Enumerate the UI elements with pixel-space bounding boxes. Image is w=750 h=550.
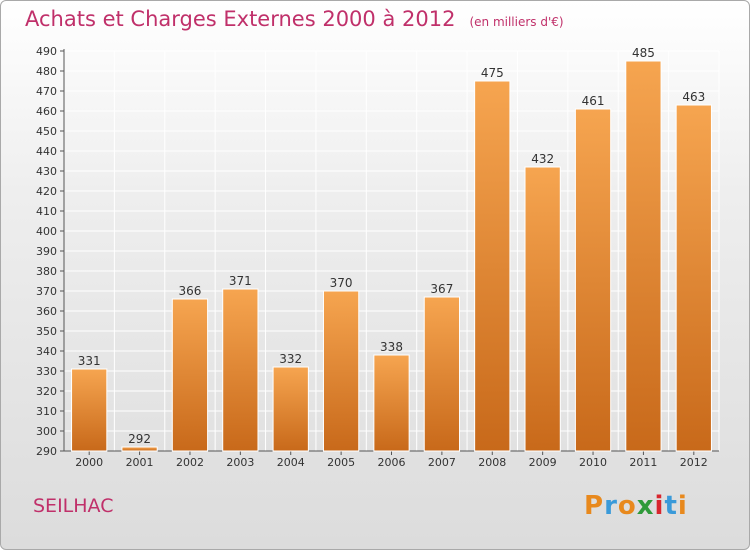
x-tick-label: 2008 [478, 456, 506, 469]
x-tick-label: 2006 [378, 456, 406, 469]
chart-title: Achats et Charges Externes 2000 à 2012 (e… [25, 7, 564, 31]
y-tick-label: 410 [36, 205, 57, 218]
y-tick-label: 420 [36, 185, 57, 198]
data-label: 338 [380, 340, 403, 354]
data-label: 463 [682, 90, 705, 104]
bar-2005 [322, 290, 360, 452]
logo-letter: x [636, 491, 655, 521]
bar-2006 [373, 354, 410, 452]
data-label: 367 [430, 282, 453, 296]
y-tick-label: 320 [36, 385, 57, 398]
logo-letter: r [604, 491, 618, 521]
bar-2003 [222, 288, 259, 452]
bar-2008 [474, 80, 511, 452]
data-label: 370 [330, 276, 353, 290]
x-tick-label: 2012 [680, 456, 708, 469]
bars [71, 60, 712, 452]
y-tick-label: 380 [36, 265, 57, 278]
data-label: 432 [531, 152, 554, 166]
y-tick-label: 400 [36, 225, 57, 238]
x-tick-label: 2001 [126, 456, 154, 469]
logo-letter: t [664, 491, 678, 521]
data-label: 331 [78, 354, 101, 368]
y-tick-label: 360 [36, 305, 57, 318]
bar-2002 [171, 298, 209, 452]
x-tick-label: 2011 [629, 456, 657, 469]
bar-2004 [272, 366, 309, 452]
logo-letter: P [584, 491, 605, 521]
y-tick-label: 370 [36, 285, 57, 298]
logo-letter: o [617, 491, 637, 521]
x-tick-label: 2005 [327, 456, 355, 469]
logo-letter: i [654, 491, 665, 521]
data-label: 371 [229, 274, 252, 288]
logo-letter: i [677, 491, 688, 521]
x-tick-label: 2009 [529, 456, 557, 469]
x-tick-label: 2000 [75, 456, 103, 469]
bar-2011 [625, 60, 662, 452]
bar-2010 [574, 108, 612, 452]
y-tick-label: 450 [36, 125, 57, 138]
bar-2009 [524, 166, 561, 452]
y-tick-label: 390 [36, 245, 57, 258]
y-tick-label: 290 [36, 445, 57, 458]
chart-subtitle: (en milliers d'€) [469, 15, 564, 29]
x-tick-label: 2002 [176, 456, 204, 469]
proxiti-logo[interactable]: Proxiti [584, 491, 688, 521]
y-tick-label: 350 [36, 325, 57, 338]
data-label: 366 [179, 284, 202, 298]
y-tick-label: 470 [36, 85, 57, 98]
y-tick-label: 460 [36, 105, 57, 118]
y-tick-label: 480 [36, 65, 57, 78]
data-label: 485 [632, 46, 655, 60]
x-tick-label: 2004 [277, 456, 305, 469]
data-label: 332 [279, 352, 302, 366]
data-label: 461 [582, 94, 605, 108]
y-tick-label: 430 [36, 165, 57, 178]
axes: 290 300 310 320 330 340 350 360 370 380 390 400 410 4… [36, 45, 719, 469]
y-tick-label: 340 [36, 345, 57, 358]
x-tick-label: 2010 [579, 456, 607, 469]
x-tick-label: 2003 [226, 456, 254, 469]
commune-name: SEILHAC [33, 495, 114, 517]
data-labels: 331 292 366 371 332 370 338 367 475 432 461 485 463 [78, 46, 706, 446]
bar-2012 [675, 104, 712, 452]
x-tick-label: 2007 [428, 456, 456, 469]
bar-2007 [423, 296, 461, 452]
y-tick-label: 310 [36, 405, 57, 418]
bar-2001 [121, 446, 158, 452]
y-tick-label: 440 [36, 145, 57, 158]
bar-2000 [71, 368, 108, 452]
data-label: 475 [481, 66, 504, 80]
y-tick-label: 300 [36, 425, 57, 438]
y-tick-label: 330 [36, 365, 57, 378]
y-tick-label: 490 [36, 45, 57, 58]
chart-title-text: Achats et Charges Externes 2000 à 2012 [25, 7, 456, 31]
data-label: 292 [128, 432, 151, 446]
